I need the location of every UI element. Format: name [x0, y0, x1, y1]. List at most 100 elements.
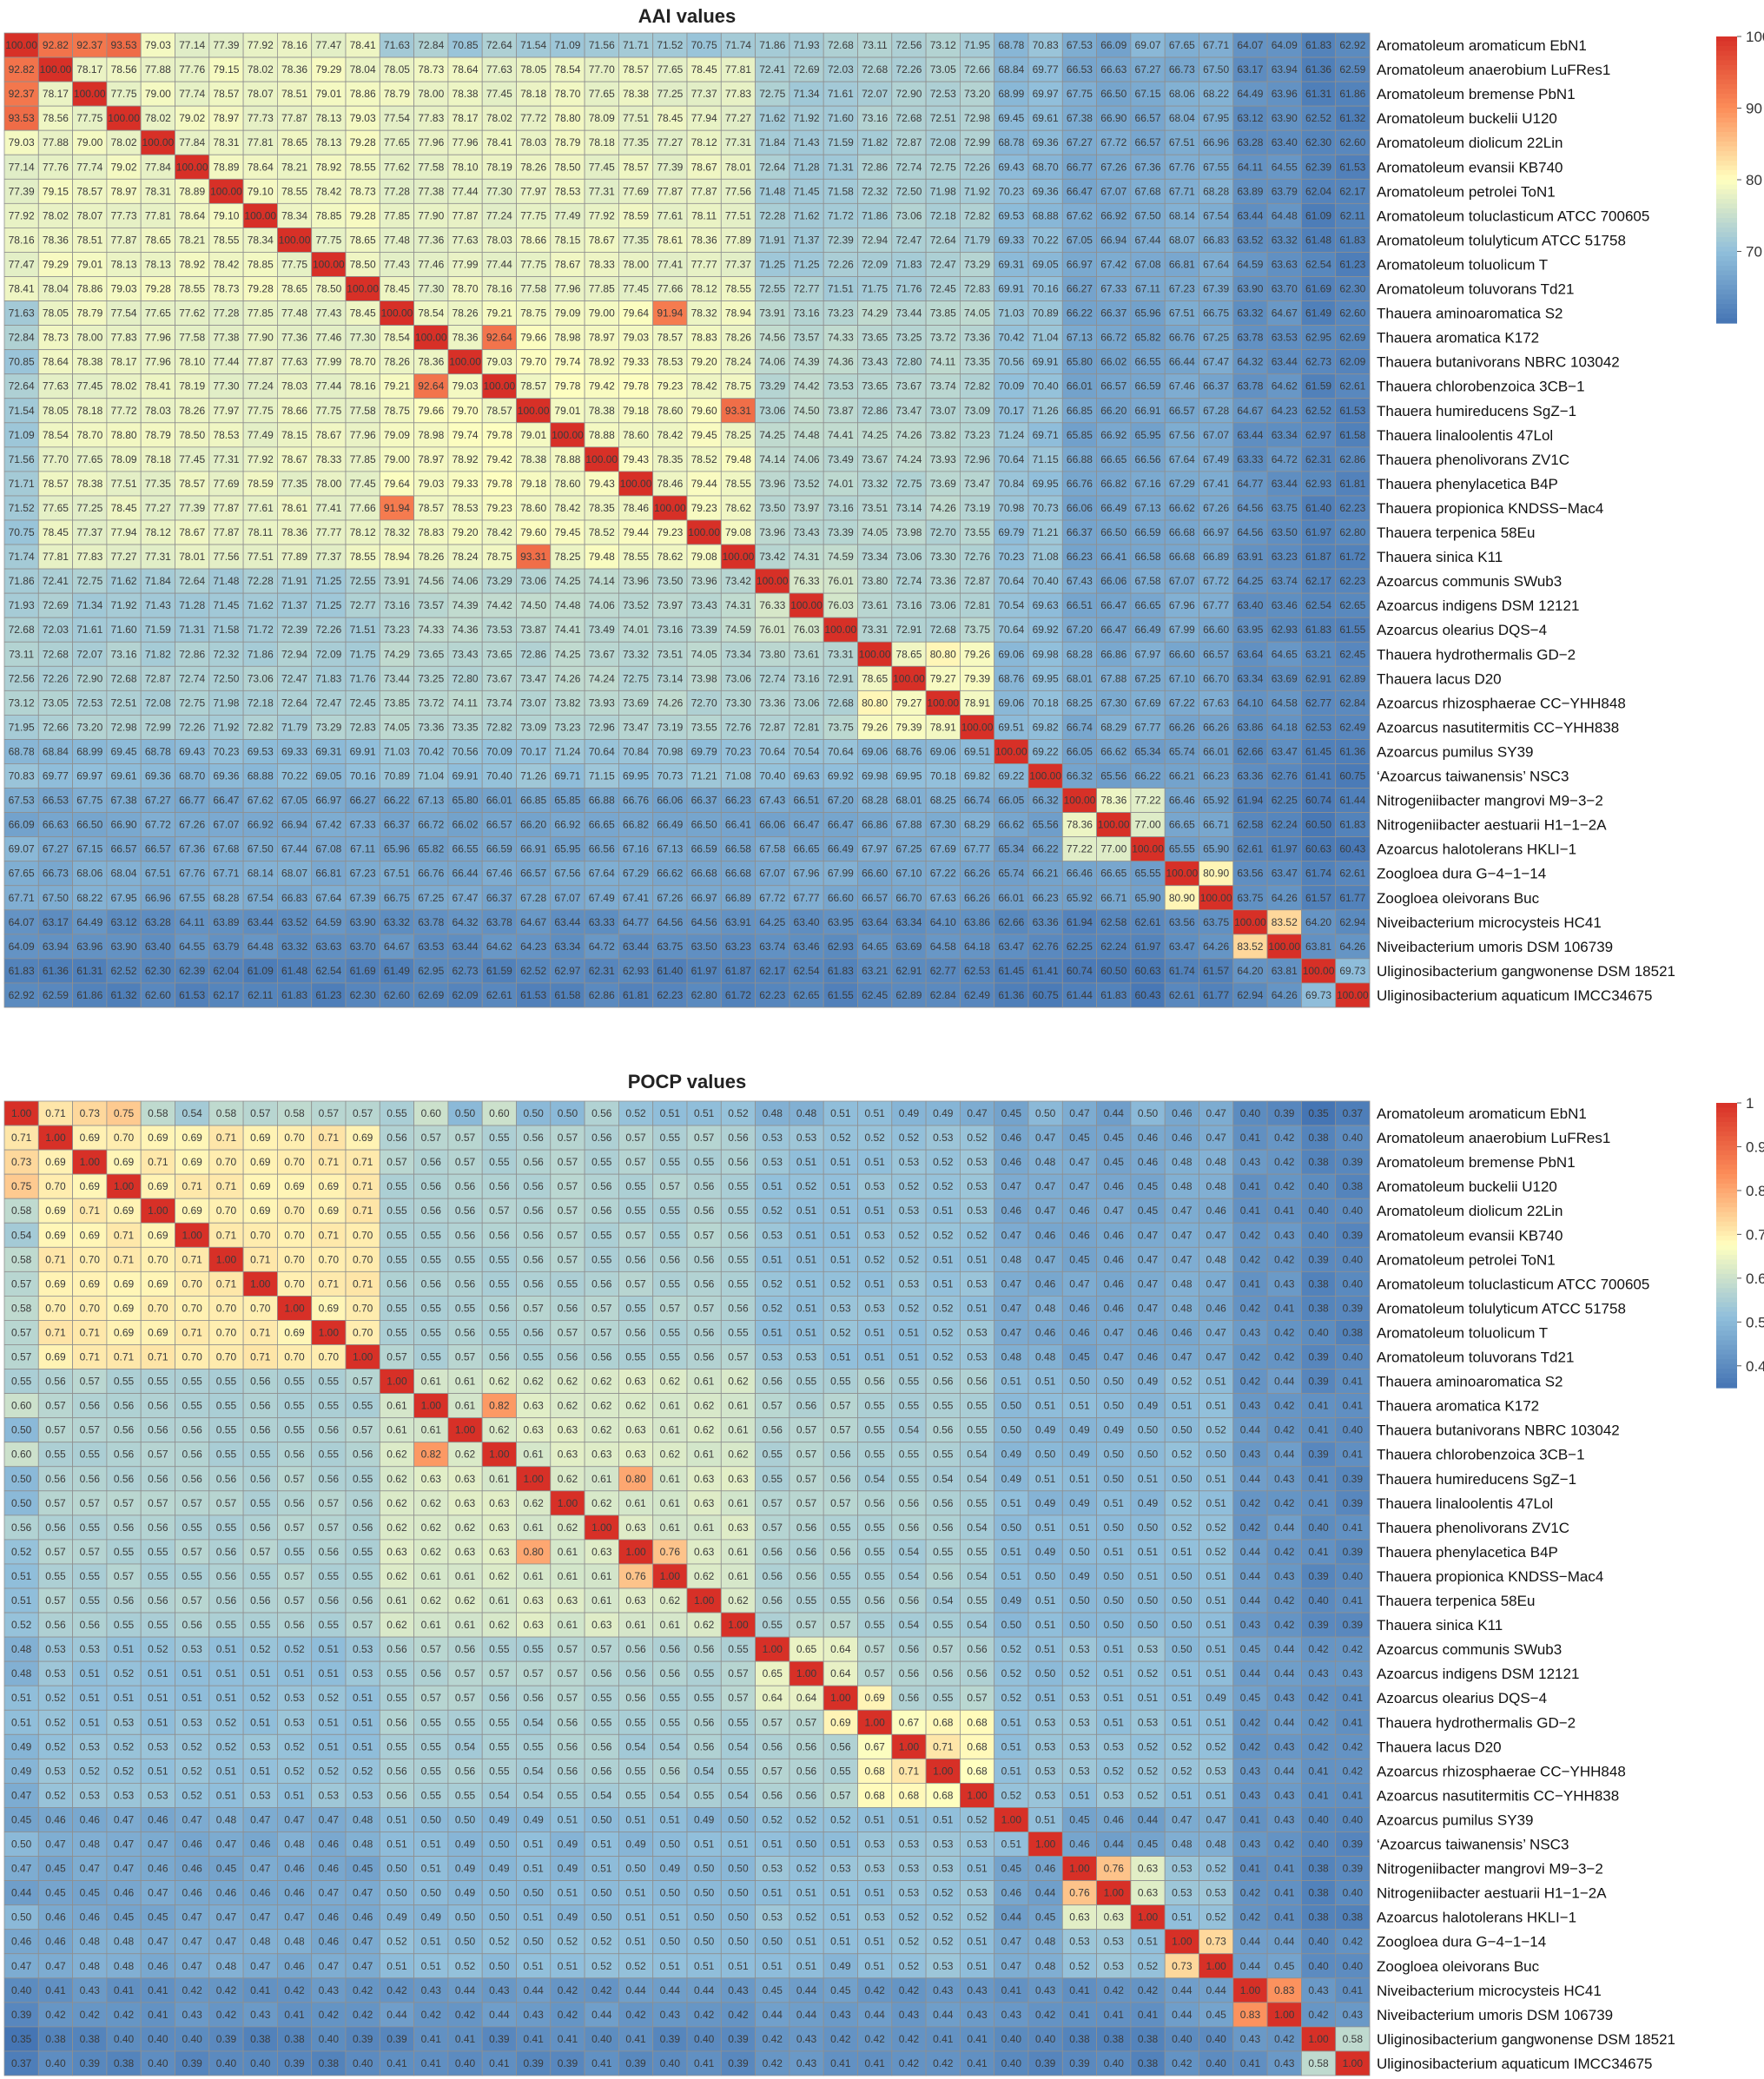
pocp-cell-value: 0.52: [899, 1132, 920, 1144]
aai-cell-value: 62.86: [1339, 453, 1365, 465]
aai-cell-value: 100.00: [244, 209, 276, 221]
pocp-cell-value: 0.52: [933, 1326, 954, 1338]
aai-cell-value: 63.86: [1237, 721, 1263, 733]
pocp-cell-value: 0.51: [1001, 1546, 1022, 1558]
aai-cell: [1164, 81, 1199, 107]
aai-cell-value: 73.65: [862, 380, 888, 393]
aai-cell-value: 61.49: [1305, 307, 1331, 320]
aai-cell: [584, 202, 619, 228]
aai-cell-value: 61.44: [1339, 795, 1365, 807]
pocp-cell-value: 0.52: [830, 1326, 851, 1338]
aai-row-label: Thauera propionica KNDSS−Mac4: [1377, 500, 1603, 517]
aai-cell-value: 72.47: [895, 234, 922, 246]
aai-cell-value: 78.56: [111, 63, 137, 76]
aai-cell-value: 67.20: [828, 795, 854, 807]
aai-cell-value: 71.93: [794, 39, 820, 51]
pocp-cell-value: 0.57: [353, 1107, 373, 1119]
aai-cell-value: 71.79: [964, 234, 990, 246]
aai-cell-value: 78.25: [554, 551, 580, 563]
aai-cell: [345, 105, 380, 131]
aai-cell-value: 73.72: [418, 696, 444, 709]
pocp-cell-value: 0.56: [148, 1400, 168, 1412]
aai-cell-value: 73.55: [964, 526, 990, 538]
aai-cell-value: 68.14: [248, 868, 274, 880]
aai-cell-value: 79.23: [657, 526, 683, 538]
aai-cell: [891, 32, 927, 58]
pocp-cell-value: 1.00: [421, 1400, 442, 1412]
aai-cell-value: 67.64: [1203, 258, 1229, 270]
aai-cell-value: 60.74: [1067, 965, 1093, 977]
aai-cell: [140, 178, 175, 204]
pocp-cell-value: 0.50: [1104, 1449, 1125, 1461]
pocp-cell-value: 0.42: [1240, 1229, 1261, 1241]
pocp-cell-value: 0.61: [455, 1400, 476, 1412]
aai-cell-value: 73.47: [623, 721, 649, 733]
aai-cell-value: 66.76: [1067, 478, 1093, 490]
pocp-cell-value: 0.62: [625, 1400, 646, 1412]
pocp-cell-value: 1.00: [694, 1594, 715, 1607]
aai-cell-value: 66.50: [1100, 526, 1126, 538]
aai-cell-value: 77.87: [111, 234, 137, 246]
aai-cell-value: 78.38: [520, 453, 546, 465]
aai-cell-value: 70.23: [725, 745, 751, 757]
aai-legend-band: [1716, 46, 1737, 52]
pocp-cell-value: 0.46: [1104, 1229, 1125, 1241]
aai-cell-value: 67.69: [1135, 696, 1161, 709]
aai-cell-value: 72.26: [43, 672, 69, 684]
aai-cell: [345, 81, 380, 107]
aai-cell-value: 72.09: [862, 258, 888, 270]
pocp-cell-value: 0.51: [1172, 1546, 1193, 1558]
aai-cell: [960, 32, 995, 58]
pocp-cell-value: 0.63: [728, 1473, 749, 1485]
aai-cell-value: 72.50: [895, 185, 922, 197]
aai-cell-value: 66.57: [1100, 380, 1126, 393]
aai-cell: [1232, 32, 1268, 58]
aai-cell-value: 66.58: [1135, 551, 1161, 563]
aai-cell-value: 72.87: [895, 136, 922, 148]
aai-cell-value: 61.74: [1305, 868, 1331, 880]
aai-cell-value: 67.72: [1100, 136, 1126, 148]
pocp-cell-value: 0.62: [386, 1473, 407, 1485]
aai-cell-value: 74.26: [895, 429, 922, 441]
aai-legend-band: [1716, 289, 1737, 295]
pocp-cell-value: 0.51: [830, 1204, 851, 1217]
pocp-cell-value: 0.55: [421, 1351, 442, 1363]
aai-cell: [1096, 129, 1132, 155]
aai-cell-value: 63.74: [1272, 575, 1298, 587]
pocp-cell-value: 0.70: [319, 1351, 340, 1363]
aai-cell-value: 66.65: [1100, 868, 1126, 880]
aai-cell-value: 62.54: [794, 965, 820, 977]
aai-cell-value: 73.16: [895, 599, 922, 611]
aai-legend-band: [1716, 127, 1737, 133]
pocp-cell-value: 0.56: [933, 1376, 954, 1388]
pocp-cell-value: 0.50: [455, 1107, 476, 1119]
aai-cell-value: 77.14: [9, 161, 35, 173]
aai-cell-value: 66.57: [1169, 405, 1195, 417]
pocp-cell-value: 0.55: [864, 1546, 885, 1558]
pocp-cell-value: 0.61: [386, 1400, 407, 1412]
aai-cell-value: 73.16: [384, 599, 410, 611]
aai-cell-value: 78.57: [76, 185, 102, 197]
pocp-cell-value: 1.00: [523, 1473, 544, 1485]
pocp-cell-value: 1.00: [386, 1376, 407, 1388]
pocp-cell-value: 0.53: [899, 1204, 920, 1217]
aai-cell-value: 72.32: [213, 648, 239, 660]
aai-cell-value: 67.50: [43, 892, 69, 904]
aai-cell-value: 68.78: [145, 745, 171, 757]
aai-cell-value: 77.45: [486, 88, 512, 100]
aai-cell-value: 67.23: [1169, 283, 1195, 295]
aai-cell: [823, 154, 858, 180]
aai-cell-value: 68.01: [1067, 672, 1093, 684]
pocp-cell-value: 0.38: [1343, 1180, 1364, 1192]
aai-cell-value: 69.36: [145, 770, 171, 782]
aai-cell-value: 67.58: [1135, 575, 1161, 587]
aai-cell-value: 78.65: [862, 672, 888, 684]
aai-cell-value: 71.08: [1033, 551, 1059, 563]
aai-cell-value: 72.87: [964, 575, 990, 587]
aai-cell-value: 63.90: [1237, 283, 1263, 295]
aai-cell-value: 78.80: [111, 429, 137, 441]
aai-cell-value: 72.74: [759, 672, 785, 684]
aai-cell-value: 61.97: [1135, 940, 1161, 953]
aai-cell: [37, 202, 73, 228]
pocp-cell-value: 0.56: [216, 1594, 237, 1607]
